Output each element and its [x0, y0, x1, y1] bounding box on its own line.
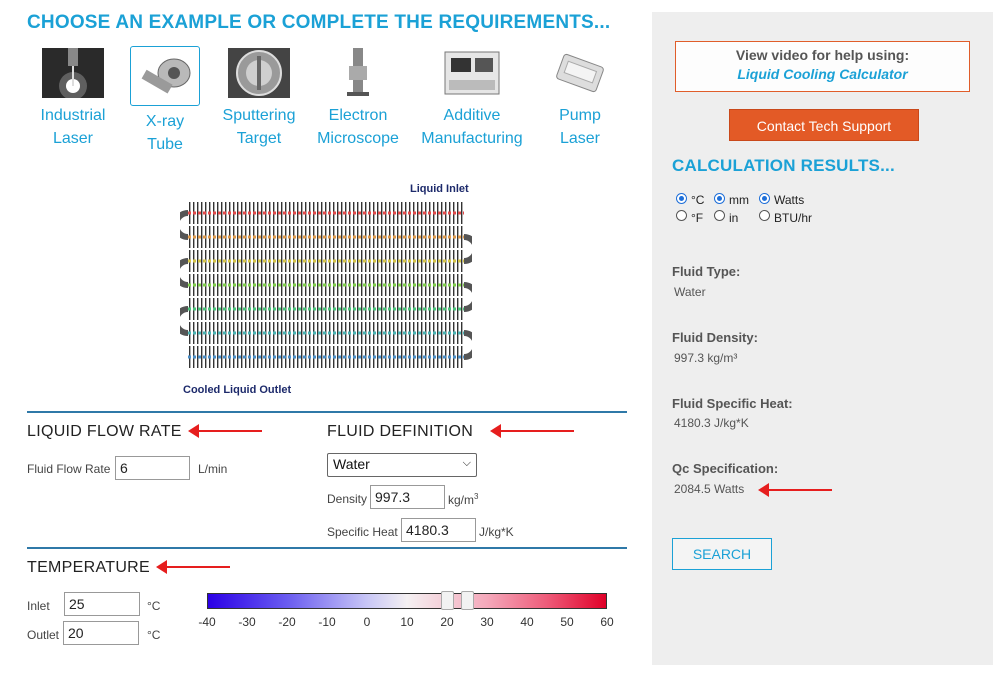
fluid-type-select[interactable]: Water ⌵: [327, 453, 477, 477]
specific-heat-input[interactable]: [401, 518, 476, 542]
example-electron-microscope[interactable]: Electron Microscope: [316, 46, 400, 150]
fahrenheit-label: °F: [691, 211, 704, 225]
scale-tick-label: 60: [600, 615, 614, 629]
scale-tick-label: 20: [440, 615, 454, 629]
video-help-text: View video for help using:: [735, 47, 910, 63]
scale-tick-label: -10: [318, 615, 336, 629]
btu-label: BTU/hr: [774, 211, 813, 225]
specific-heat-label: Specific Heat: [327, 525, 398, 539]
fahrenheit-radio[interactable]: [676, 210, 687, 221]
scale-tick-label: -40: [198, 615, 216, 629]
example-industrial-laser[interactable]: Industrial Laser: [40, 46, 106, 150]
outlet-label: Outlet: [27, 628, 60, 642]
fluid-specific-heat-result-value: 4180.3 J/kg*K: [674, 416, 749, 430]
liquid-inlet-label: Liquid Inlet: [410, 183, 469, 195]
help-video-link[interactable]: View video for help using: Liquid Coolin…: [675, 41, 970, 92]
pump-laser-image: [549, 46, 611, 100]
fluid-flow-rate-label: Fluid Flow Rate: [27, 462, 111, 476]
example-label: X-ray Tube: [145, 113, 185, 153]
page-title: CHOOSE AN EXAMPLE OR COMPLETE THE REQUIR…: [27, 12, 611, 33]
inlet-unit: °C: [147, 599, 161, 613]
scale-tick-label: 50: [560, 615, 574, 629]
video-title-link[interactable]: Liquid Cooling Calculator: [737, 66, 908, 82]
electron-microscope-image: [327, 46, 389, 100]
calculation-results-title: CALCULATION RESULTS...: [672, 156, 895, 175]
search-button[interactable]: SEARCH: [672, 538, 772, 570]
fluid-definition-title: FLUID DEFINITION: [327, 423, 474, 440]
pointer-arrow: [758, 483, 832, 497]
example-additive-manufacturing[interactable]: Additive Manufacturing: [418, 46, 526, 150]
temperature-scale-bar[interactable]: [207, 593, 607, 609]
scale-tick-label: 30: [480, 615, 494, 629]
fluid-specific-heat-result-label: Fluid Specific Heat:: [672, 396, 793, 411]
qc-specification-label: Qc Specification:: [672, 461, 779, 476]
millimeter-radio[interactable]: [714, 193, 725, 204]
scale-tick-label: -20: [278, 615, 296, 629]
liquid-outlet-label: Cooled Liquid Outlet: [183, 384, 291, 396]
chevron-down-icon: ⌵: [462, 457, 471, 469]
temperature-title: TEMPERATURE: [27, 559, 151, 576]
scale-tick-label: 0: [363, 615, 371, 629]
outlet-temperature-slider-handle[interactable]: [441, 591, 454, 610]
inch-radio[interactable]: [714, 210, 725, 221]
industrial-laser-image: [42, 46, 104, 100]
additive-manufacturing-image: [441, 46, 503, 100]
watts-label: Watts: [774, 193, 805, 207]
inlet-label: Inlet: [27, 599, 50, 613]
celsius-radio[interactable]: [676, 193, 687, 204]
example-x-ray-tube[interactable]: X-ray Tube: [130, 46, 200, 156]
outlet-temperature-input[interactable]: [63, 621, 139, 645]
example-label: Sputtering Target: [222, 107, 296, 147]
flow-unit: L/min: [198, 462, 228, 476]
pointer-arrow: [188, 424, 262, 438]
fluid-type-result-value: Water: [674, 285, 706, 299]
example-label: Industrial Laser: [40, 107, 106, 147]
example-label: Additive Manufacturing: [421, 107, 523, 147]
qc-specification-value: 2084.5 Watts: [674, 482, 745, 496]
inch-label: in: [729, 211, 739, 225]
fluid-type-selected: Water: [333, 456, 370, 472]
pointer-arrow: [156, 560, 230, 574]
cooling-coil-diagram: Liquid Inlet Cooled Liquid Outlet: [173, 182, 479, 398]
coil-rows: [173, 202, 479, 368]
section-divider: [27, 411, 627, 413]
specific-heat-unit: J/kg*K: [479, 525, 514, 539]
example-pump-laser[interactable]: Pump Laser: [546, 46, 614, 150]
fluid-density-result-value: 997.3 kg/m³: [674, 351, 738, 365]
scale-tick-label: -30: [238, 615, 256, 629]
outlet-unit: °C: [147, 628, 161, 642]
watts-radio[interactable]: [759, 193, 770, 204]
fluid-flow-rate-input[interactable]: [115, 456, 190, 480]
inlet-temperature-input[interactable]: [64, 592, 140, 616]
celsius-label: °C: [691, 193, 705, 207]
millimeter-label: mm: [729, 193, 749, 207]
scale-tick-label: 10: [400, 615, 414, 629]
contact-tech-support-button[interactable]: Contact Tech Support: [729, 109, 919, 141]
x-ray-tube-image: [130, 46, 200, 106]
density-input[interactable]: [370, 485, 445, 509]
scale-tick-label: 40: [520, 615, 534, 629]
density-unit: kg/m3: [448, 492, 479, 507]
example-label: Pump Laser: [559, 107, 601, 147]
pointer-arrow: [490, 424, 574, 438]
sputtering-target-image: [228, 46, 290, 100]
btu-radio[interactable]: [759, 210, 770, 221]
fluid-type-result-label: Fluid Type:: [672, 264, 741, 279]
fluid-density-result-label: Fluid Density:: [672, 330, 758, 345]
liquid-flow-rate-title: LIQUID FLOW RATE: [27, 423, 182, 440]
inlet-temperature-slider-handle[interactable]: [461, 591, 474, 610]
example-sputtering-target[interactable]: Sputtering Target: [220, 46, 298, 150]
density-label: Density: [327, 492, 368, 506]
section-divider: [27, 547, 627, 549]
example-label: Electron Microscope: [317, 107, 399, 147]
